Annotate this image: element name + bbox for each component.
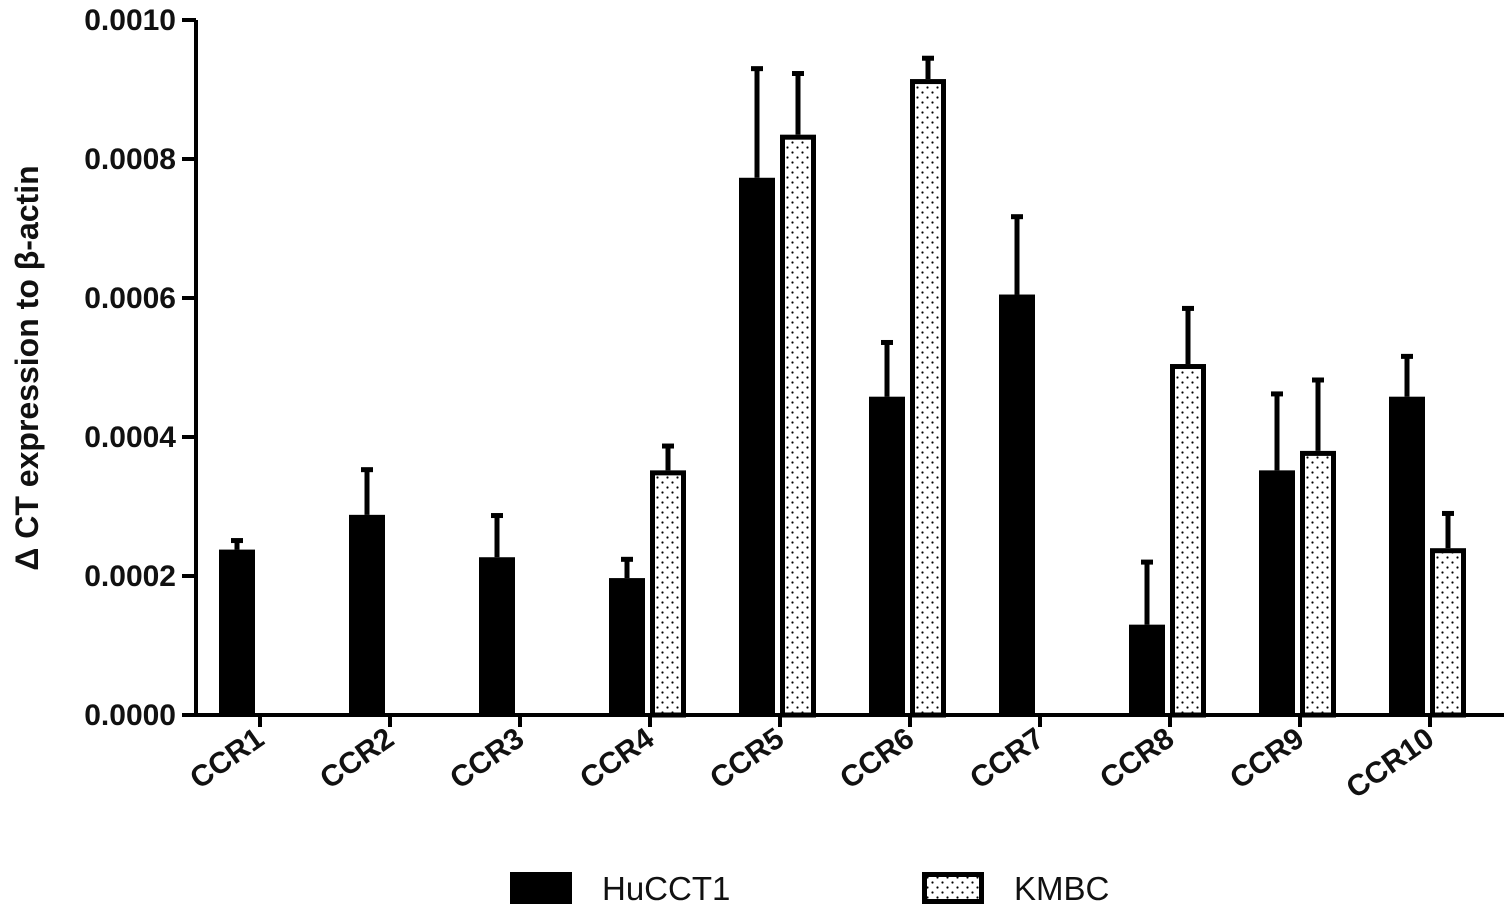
bar-hucct1 <box>1259 470 1295 715</box>
bar-hucct1 <box>739 177 775 715</box>
y-tick-label: 0.0008 <box>84 143 176 176</box>
x-tick-label: CCR10 <box>1341 722 1441 805</box>
y-axis-label: Δ CT expression to β-actin <box>9 165 45 570</box>
x-tick-label: CCR4 <box>574 722 660 796</box>
bar-kmbc <box>1430 548 1466 718</box>
bar-hucct1 <box>349 514 385 715</box>
legend-swatch-kmbc <box>922 872 984 904</box>
legend-swatch-hucct1 <box>510 872 572 904</box>
bar-hucct1 <box>609 578 645 715</box>
y-tick-label: 0.0002 <box>84 560 176 593</box>
legend-label-kmbc: KMBC <box>1014 870 1109 907</box>
bar-hucct1 <box>1389 396 1425 715</box>
bar-hucct1 <box>219 549 255 715</box>
x-tick-label: CCR7 <box>964 722 1050 796</box>
x-tick-label: CCR6 <box>834 722 920 796</box>
bar-hucct1 <box>479 557 515 715</box>
x-tick-label: CCR3 <box>444 722 530 796</box>
x-tick-label: CCR9 <box>1224 722 1310 796</box>
y-tick-label: 0.0004 <box>84 421 176 454</box>
x-tick-label: CCR1 <box>184 722 270 796</box>
bar-kmbc <box>650 470 686 718</box>
y-tick-label: 0.0010 <box>84 4 176 37</box>
x-tick-label: CCR5 <box>704 722 790 796</box>
bar-kmbc <box>1170 364 1206 718</box>
bar-hucct1 <box>999 294 1035 715</box>
bar-hucct1 <box>1129 624 1165 715</box>
x-tick-label: CCR8 <box>1094 722 1180 796</box>
bar-kmbc <box>780 134 816 718</box>
bar-kmbc <box>910 79 946 718</box>
bar-hucct1 <box>869 396 905 715</box>
bar-kmbc <box>1300 450 1336 718</box>
legend-label-hucct1: HuCCT1 <box>602 870 730 907</box>
y-tick-label: 0.0000 <box>84 699 176 732</box>
y-tick-label: 0.0006 <box>84 282 176 315</box>
x-tick-label: CCR2 <box>314 722 400 796</box>
